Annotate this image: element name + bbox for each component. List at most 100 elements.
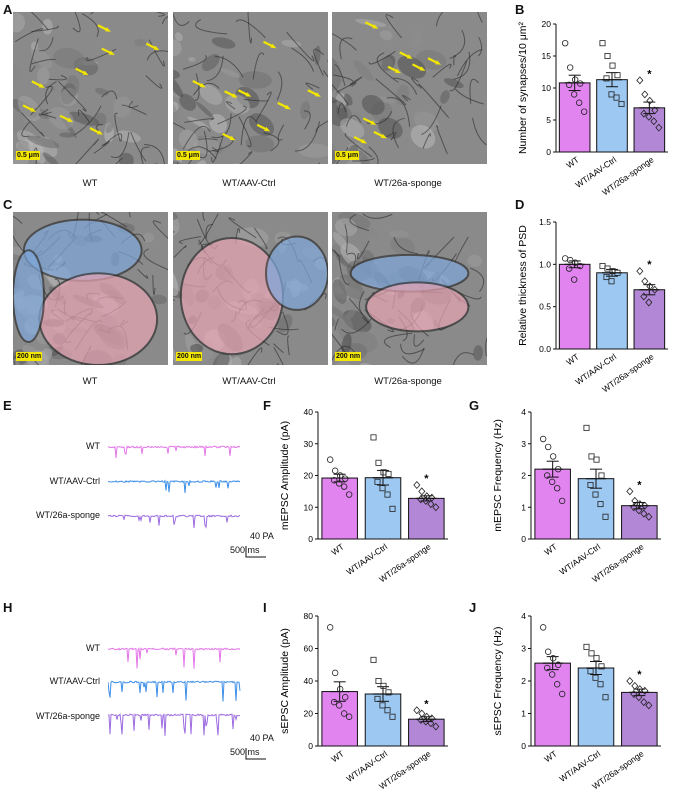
data-point bbox=[549, 655, 557, 662]
current-trace bbox=[108, 712, 241, 736]
data-point bbox=[413, 706, 421, 715]
data-point bbox=[645, 701, 653, 710]
data-point bbox=[544, 443, 552, 451]
data-point bbox=[570, 276, 578, 283]
em-c-caption-ctrl: WT/AAV-Ctrl bbox=[222, 376, 276, 387]
y-tick-label: 2 bbox=[521, 676, 526, 686]
data-point bbox=[539, 624, 547, 631]
scale-x-label: 500 ms bbox=[230, 545, 260, 555]
data-point bbox=[597, 501, 604, 508]
chart-d: Relative thickness of PSD0.00.51.01.5WTW… bbox=[517, 217, 668, 394]
data-point bbox=[423, 492, 431, 501]
data-point bbox=[330, 477, 338, 484]
y-tick-label: 1 bbox=[521, 502, 526, 512]
data-point bbox=[432, 503, 440, 512]
trace-label-ctrl: WT/AAV-Ctrl bbox=[49, 476, 100, 486]
y-tick-label: 1.0 bbox=[539, 259, 551, 269]
data-point bbox=[554, 661, 562, 668]
data-point bbox=[645, 112, 653, 121]
bar bbox=[621, 691, 658, 747]
data-point bbox=[335, 702, 343, 709]
y-axis-label: mEPSC Amplitude (pA) bbox=[279, 421, 291, 530]
data-point bbox=[583, 643, 590, 650]
data-point bbox=[636, 685, 644, 694]
data-point bbox=[565, 265, 573, 272]
y-tick-label: 1.5 bbox=[539, 217, 551, 227]
data-point bbox=[598, 472, 605, 479]
y-tick-label: 0 bbox=[308, 741, 313, 751]
data-point bbox=[593, 456, 600, 463]
data-point bbox=[604, 265, 611, 272]
data-point bbox=[331, 669, 339, 677]
y-tick-label: 30 bbox=[304, 439, 314, 449]
data-point bbox=[641, 277, 649, 286]
data-point bbox=[580, 108, 588, 115]
data-point bbox=[370, 656, 377, 663]
data-point bbox=[588, 650, 595, 657]
bar bbox=[596, 79, 628, 153]
data-point bbox=[576, 80, 584, 87]
data-point bbox=[566, 256, 574, 264]
significance-star: * bbox=[647, 68, 652, 80]
x-tick-label: WT bbox=[542, 541, 559, 557]
y-tick-label: 0.0 bbox=[539, 344, 551, 354]
data-point bbox=[571, 259, 579, 266]
current-trace bbox=[108, 647, 241, 669]
data-point bbox=[385, 689, 392, 696]
data-point bbox=[599, 263, 606, 270]
em-micrograph: 0.5 μm bbox=[13, 12, 168, 164]
data-point bbox=[554, 465, 562, 473]
data-point bbox=[341, 475, 349, 482]
y-axis-label: Relative thickness of PSD bbox=[517, 225, 529, 346]
scale-bar-label: 200 nm bbox=[176, 352, 203, 361]
data-point bbox=[636, 267, 644, 276]
data-point bbox=[379, 485, 386, 492]
bar bbox=[558, 82, 591, 153]
bar bbox=[408, 497, 445, 540]
synapse-arrow-icon bbox=[222, 132, 236, 141]
bar bbox=[534, 662, 571, 747]
data-point bbox=[641, 686, 649, 695]
data-point bbox=[636, 500, 644, 509]
trace-label-wt: WT bbox=[86, 643, 100, 653]
bar bbox=[321, 477, 358, 540]
data-point bbox=[543, 472, 551, 479]
data-point bbox=[571, 76, 579, 83]
y-tick-label: 0.5 bbox=[539, 302, 551, 312]
data-point bbox=[340, 483, 348, 490]
y-tick-label: 0 bbox=[521, 534, 526, 544]
data-point bbox=[543, 664, 551, 672]
synapse-arrow-icon bbox=[373, 130, 387, 139]
data-point bbox=[645, 512, 653, 521]
y-tick-label: 2 bbox=[521, 471, 526, 481]
y-tick-label: 40 bbox=[304, 676, 314, 686]
data-point bbox=[389, 713, 396, 720]
data-point bbox=[326, 456, 334, 463]
data-point bbox=[380, 682, 387, 689]
synapse-arrow-icon bbox=[399, 51, 413, 59]
current-trace bbox=[108, 445, 241, 459]
y-tick-label: 4 bbox=[521, 611, 526, 621]
y-axis-label: sEPSC Amplitude (pA) bbox=[279, 628, 291, 734]
scale-bar-label: 0.5 μm bbox=[16, 151, 41, 160]
trace-label-sponge: WT/26a-sponge bbox=[35, 510, 100, 520]
em-micrograph: 200 nm bbox=[13, 212, 168, 365]
y-tick-label: 0 bbox=[308, 534, 313, 544]
data-point bbox=[575, 99, 583, 106]
scale-bar-label: 200 nm bbox=[335, 352, 362, 361]
data-point bbox=[558, 497, 566, 505]
data-point bbox=[646, 96, 654, 105]
data-point bbox=[592, 491, 599, 498]
data-point bbox=[384, 491, 391, 498]
y-tick-label: 20 bbox=[304, 471, 314, 481]
data-point bbox=[331, 467, 339, 474]
data-point bbox=[646, 282, 654, 291]
significance-star: * bbox=[424, 698, 429, 710]
y-axis-label: mEPSC Frequency (Hz) bbox=[492, 419, 504, 532]
data-point bbox=[428, 714, 436, 723]
data-point bbox=[335, 480, 343, 487]
data-point bbox=[626, 487, 634, 496]
y-tick-label: 4 bbox=[521, 407, 526, 417]
data-point bbox=[576, 262, 584, 270]
data-point bbox=[618, 101, 625, 108]
